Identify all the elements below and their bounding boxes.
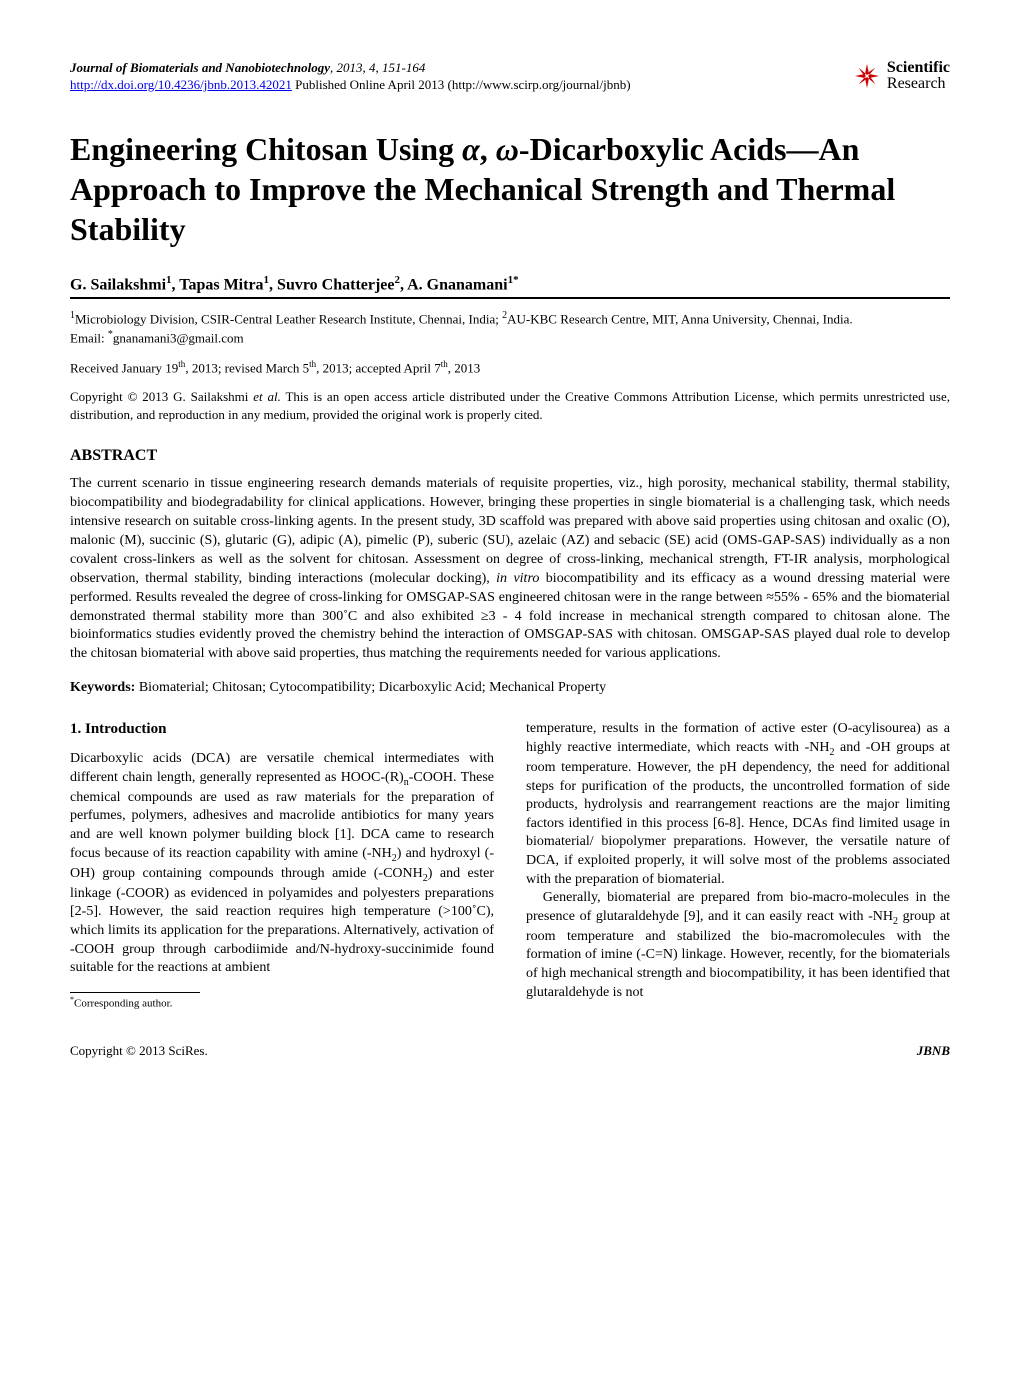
author-3: , Suvro Chatterjee bbox=[269, 276, 394, 293]
footnote-rule bbox=[70, 992, 200, 993]
column-left: 1. Introduction Dicarboxylic acids (DCA)… bbox=[70, 720, 494, 1011]
email-address: gnanamani3@gmail.com bbox=[113, 330, 244, 345]
affil-1: Microbiology Division, CSIR-Central Leat… bbox=[75, 311, 502, 326]
keywords-text: Biomaterial; Chitosan; Cytocompatibility… bbox=[139, 680, 606, 695]
email-label: Email: bbox=[70, 330, 108, 345]
logo-text-bottom: Research bbox=[887, 76, 950, 92]
date-end: , 2013 bbox=[448, 360, 481, 375]
article-dates: Received January 19 th , 2013; revised Mar… bbox=[70, 359, 950, 376]
abstract-heading: ABSTRACT bbox=[70, 447, 950, 465]
doi-link[interactable]: http://dx.doi.org/10.4236/jbnb.2013.4202… bbox=[70, 77, 292, 92]
header: Journal of Biomaterials and Nanobiotechn… bbox=[70, 60, 950, 94]
doi-line: http://dx.doi.org/10.4236/jbnb.2013.4202… bbox=[70, 77, 631, 94]
author-2: , Tapas Mitra bbox=[172, 276, 264, 293]
footer-journal-abbrev: JBNB bbox=[917, 1043, 950, 1059]
journal-meta: , 2013, 4, 151-164 bbox=[330, 60, 425, 75]
accepted-sup: th bbox=[441, 359, 448, 369]
journal-line: Journal of Biomaterials and Nanobiotechn… bbox=[70, 60, 631, 77]
page-footer: Copyright © 2013 SciRes. JBNB bbox=[70, 1043, 950, 1059]
intro-col2-p1: temperature, results in the formation of… bbox=[526, 720, 950, 889]
col1-p1-d: ) and ester linkage (-COOR) as evidenced… bbox=[70, 866, 494, 976]
keywords: Keywords: Biomaterial; Chitosan; Cytocom… bbox=[70, 680, 950, 696]
revised-date: , 2013; revised March 5 bbox=[185, 360, 309, 375]
affiliations: 1Microbiology Division, CSIR-Central Lea… bbox=[70, 309, 950, 347]
copyright: Copyright © 2013 G. Sailakshmi et al. Th… bbox=[70, 388, 950, 423]
footer-copyright: Copyright © 2013 SciRes. bbox=[70, 1043, 208, 1059]
header-meta-text: Journal of Biomaterials and Nanobiotechn… bbox=[70, 60, 631, 94]
received-date: Received January 19 bbox=[70, 360, 178, 375]
title-comma: , bbox=[480, 131, 496, 167]
affil-2: AU-KBC Research Centre, MIT, Anna Univer… bbox=[507, 311, 853, 326]
author-4-sup: 1* bbox=[508, 274, 519, 286]
logo-text: Scientific Research bbox=[887, 60, 950, 92]
title-pre: Engineering Chitosan Using bbox=[70, 131, 462, 167]
column-right: temperature, results in the formation of… bbox=[526, 720, 950, 1011]
accepted-date: , 2013; accepted April 7 bbox=[316, 360, 441, 375]
col2-p1-b: and -OH groups at room temperature. Howe… bbox=[526, 740, 950, 887]
footnote-text: Corresponding author. bbox=[74, 998, 172, 1010]
abstract-invitro: in vitro bbox=[496, 571, 539, 586]
copyright-pre: Copyright © 2013 G. Sailakshmi bbox=[70, 389, 253, 404]
pub-info: Published Online April 2013 (http://www.… bbox=[292, 77, 631, 92]
title-omega: ω bbox=[496, 131, 519, 167]
abstract-body: The current scenario in tissue engineeri… bbox=[70, 475, 950, 664]
col2-p2-a: Generally, biomaterial are prepared from… bbox=[526, 890, 950, 924]
footnote: *Corresponding author. bbox=[70, 995, 494, 1011]
intro-heading: 1. Introduction bbox=[70, 720, 494, 740]
article-title: Engineering Chitosan Using α, ω-Dicarbox… bbox=[70, 129, 950, 249]
journal-name: Journal of Biomaterials and Nanobiotechn… bbox=[70, 60, 330, 75]
scirp-logo-icon bbox=[853, 62, 881, 90]
author-rule bbox=[70, 297, 950, 299]
authors-line: G. Sailakshmi1, Tapas Mitra1, Suvro Chat… bbox=[70, 274, 950, 294]
body-columns: 1. Introduction Dicarboxylic acids (DCA)… bbox=[70, 720, 950, 1011]
intro-col1-p1: Dicarboxylic acids (DCA) are versatile c… bbox=[70, 750, 494, 978]
author-1: G. Sailakshmi bbox=[70, 276, 166, 293]
keywords-label: Keywords: bbox=[70, 680, 139, 695]
abstract-pre: The current scenario in tissue engineeri… bbox=[70, 476, 950, 585]
title-alpha: α bbox=[462, 131, 480, 167]
copyright-etal: et al. bbox=[253, 389, 281, 404]
author-4: , A. Gnanamani bbox=[400, 276, 508, 293]
publisher-logo: Scientific Research bbox=[853, 60, 950, 92]
intro-col2-p2: Generally, biomaterial are prepared from… bbox=[526, 889, 950, 1002]
logo-text-top: Scientific bbox=[887, 60, 950, 76]
